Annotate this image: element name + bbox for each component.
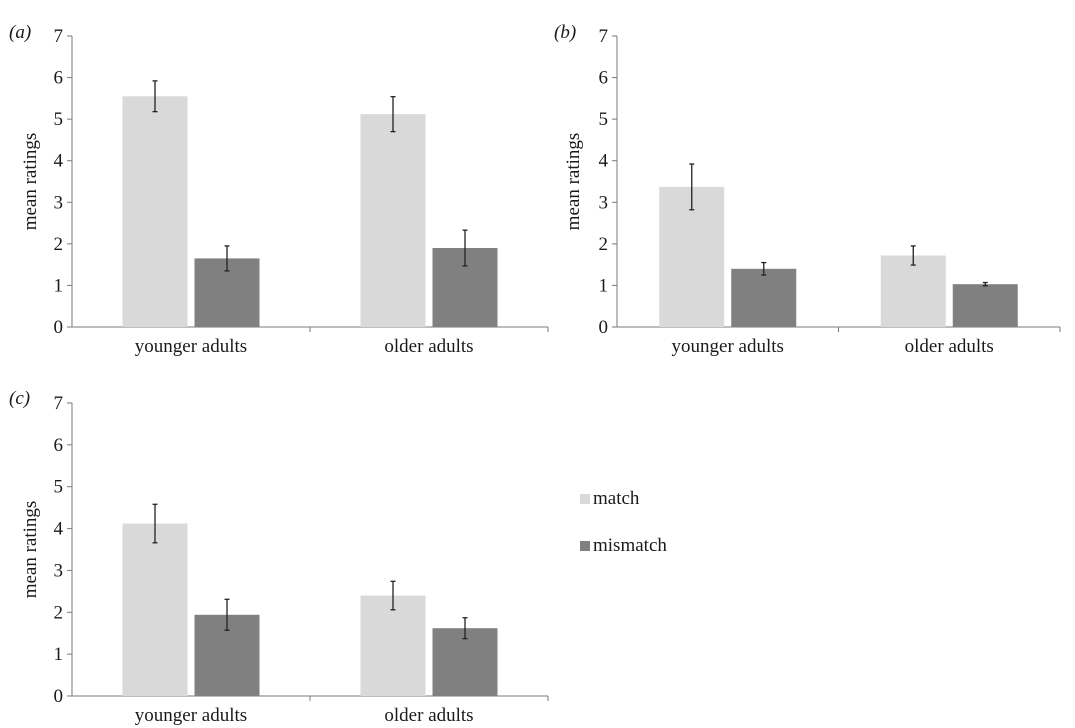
- y-tick-label: 0: [599, 317, 609, 338]
- legend-label: mismatch: [593, 535, 667, 556]
- y-tick-label: 2: [54, 234, 64, 255]
- panel-label: (a): [9, 22, 31, 43]
- x-category-label: older adults: [384, 336, 473, 357]
- x-category-label: younger adults: [672, 336, 784, 357]
- x-category-label: older adults: [905, 336, 994, 357]
- y-tick-label: 4: [54, 151, 64, 172]
- x-category-label: younger adults: [135, 336, 247, 357]
- y-tick-label: 0: [54, 686, 64, 707]
- bar-match: [122, 523, 188, 696]
- y-tick-label: 2: [54, 602, 64, 623]
- y-tick-label: 6: [54, 68, 64, 89]
- panel-label: (c): [9, 388, 30, 409]
- y-tick-label: 5: [54, 477, 64, 498]
- legend-label: match: [593, 488, 640, 509]
- bar-match: [880, 255, 946, 327]
- y-tick-label: 6: [54, 435, 64, 456]
- x-category-label: older adults: [384, 705, 473, 726]
- y-tick-label: 2: [599, 234, 609, 255]
- legend-item-mismatch: mismatch: [580, 535, 667, 556]
- y-tick-label: 5: [54, 109, 64, 130]
- y-tick-label: 4: [599, 151, 609, 172]
- bar-match: [360, 114, 426, 327]
- y-tick-label: 7: [599, 26, 609, 47]
- y-tick-label: 6: [599, 68, 609, 89]
- bar-mismatch: [432, 628, 498, 696]
- y-tick-label: 3: [54, 560, 64, 581]
- legend-swatch: [580, 494, 590, 504]
- y-tick-label: 3: [54, 192, 64, 213]
- y-tick-label: 0: [54, 317, 64, 338]
- chart-panel-1: (a) mean ratings 0 1 2 3 4 5 6 7 younger adults old…: [9, 22, 549, 357]
- chart-panel-3: (c) mean ratings 0 1 2 3 4 5 6 7 younger adults old…: [9, 388, 549, 726]
- y-tick-label: 5: [599, 109, 609, 130]
- y-tick-label: 4: [54, 519, 64, 540]
- y-axis-title: mean ratings: [563, 133, 584, 231]
- bar-match: [360, 595, 426, 696]
- bar-match: [122, 96, 188, 328]
- y-tick-label: 1: [599, 275, 609, 296]
- y-tick-label: 1: [54, 644, 64, 665]
- y-tick-label: 7: [54, 393, 64, 414]
- y-axis-title: mean ratings: [20, 501, 41, 599]
- panel-label: (b): [554, 22, 576, 43]
- legend-swatch: [580, 541, 590, 551]
- bar-mismatch: [731, 268, 797, 327]
- chart-panel-2: (b) mean ratings 0 1 2 3 4 5 6 7 younger adults old…: [554, 22, 1061, 357]
- chart-panels: (a) mean ratings 0 1 2 3 4 5 6 7 younger adults old…: [9, 22, 1061, 726]
- x-category-label: younger adults: [135, 705, 247, 726]
- y-axis-title: mean ratings: [20, 133, 41, 231]
- y-tick-label: 3: [599, 192, 609, 213]
- bar-mismatch: [952, 284, 1018, 327]
- y-tick-label: 1: [54, 275, 64, 296]
- legend-item-match: match: [580, 488, 640, 509]
- legend: match mismatch: [580, 488, 667, 556]
- y-tick-label: 7: [54, 26, 64, 47]
